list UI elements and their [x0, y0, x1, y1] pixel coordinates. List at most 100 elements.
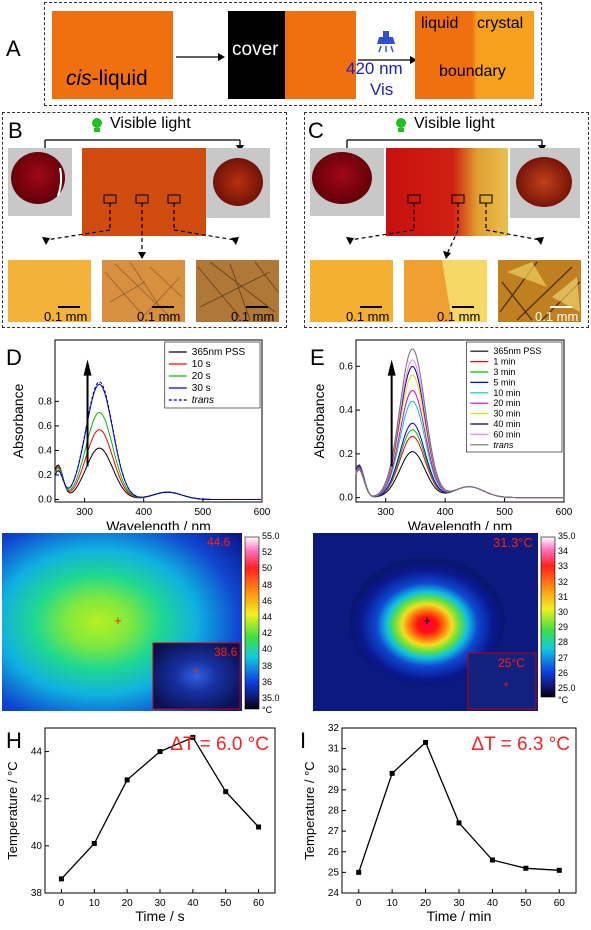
- panel-label-i: I: [300, 728, 307, 753]
- delta-t-annotation: ΔT = 6.0 °C: [170, 734, 269, 755]
- colorbar-tick-label: 33: [558, 561, 569, 572]
- panel-b-frame: [2, 112, 287, 328]
- cis-liquid-label: cis-liquid: [66, 67, 148, 90]
- x-axis-label: Wavelength / nm: [408, 518, 513, 530]
- y-tick-label: 42: [31, 794, 43, 805]
- scale-bar-c-1: 0.1 mm: [346, 309, 390, 324]
- colorbar-tick-label: 28: [558, 637, 569, 648]
- arrow-right-2: [358, 52, 418, 70]
- scale-bar-c-3: 0.1 mm: [535, 309, 579, 324]
- scale-bar-c-2: 0.1 mm: [437, 309, 481, 324]
- legend-box: [466, 341, 563, 453]
- colorbar-tick-label: 42: [262, 628, 273, 639]
- wavelength-label: 420 nm: [346, 59, 403, 78]
- series-line: [60, 736, 260, 880]
- colorbar-tick-label: 35.0: [262, 693, 280, 703]
- y-tick-label: 0.8: [38, 396, 52, 407]
- colorbar-tick-label: 35.0: [558, 531, 576, 541]
- arrow-right-1: [176, 49, 226, 67]
- x-tick-label: 500: [195, 507, 212, 518]
- y-tick-label: 38: [31, 888, 43, 899]
- cis-liquid-box: cis-liquid: [52, 11, 173, 99]
- x-tick-label: 40: [487, 898, 499, 909]
- panel-label-a: A: [6, 36, 21, 61]
- y-tick-label: 40: [31, 841, 43, 852]
- colorbar-tick-label: 34: [558, 546, 569, 557]
- legend-label: trans: [493, 440, 514, 450]
- series-line-9: [355, 348, 563, 499]
- colorbar-tick-label: 44: [262, 612, 273, 622]
- x-tick-label: 300: [76, 507, 93, 518]
- colorbar-tick-label: °C: [558, 695, 569, 705]
- colorbar-tick-label: 46: [262, 595, 273, 606]
- panel-label-e: E: [310, 345, 325, 370]
- cover-label: cover: [232, 39, 279, 60]
- colorbar-tick-label: 26: [558, 667, 569, 678]
- y-tick-label: 24: [328, 888, 340, 899]
- thermal-g-readout: 31.3°C: [493, 535, 533, 550]
- y-tick-label: 0.6: [339, 361, 353, 372]
- visible-light-label-b: Visible light: [110, 115, 191, 132]
- x-tick-label: 10: [89, 898, 101, 909]
- boundary-label: boundary: [439, 63, 506, 80]
- panel-c-frame: [304, 112, 589, 328]
- x-tick-label: 0: [59, 898, 65, 909]
- legend-label: 30 s: [192, 383, 211, 394]
- scale-bar-b-1: 0.1 mm: [44, 309, 88, 324]
- data-point: [389, 770, 395, 776]
- data-point: [556, 867, 562, 873]
- x-axis-label: Time / s: [135, 908, 184, 924]
- panel-label-b: B: [8, 118, 23, 143]
- data-point: [124, 777, 130, 783]
- y-tick-label: 30: [328, 764, 340, 775]
- legend-label: 20 min: [493, 398, 520, 408]
- legend-label: 40 min: [493, 419, 520, 429]
- y-tick-label: 0.2: [339, 449, 353, 460]
- thermal-image-g: + +: [313, 533, 556, 711]
- data-point: [223, 789, 229, 795]
- colorbar-tick-label: 38: [262, 660, 273, 671]
- thermal-image-f: + +: [2, 533, 260, 711]
- data-point: [256, 824, 262, 830]
- x-tick-label: 50: [220, 898, 232, 909]
- legend-label: 5 min: [493, 377, 515, 387]
- lamp-icon: [376, 31, 396, 58]
- result-sample: liquid crystal boundary: [415, 11, 534, 99]
- legend-label: 1 min: [493, 357, 515, 367]
- x-tick-label: 300: [377, 507, 394, 518]
- y-axis-label: Absorbance: [311, 383, 327, 458]
- plot-frame: [355, 339, 565, 503]
- x-tick-label: 400: [135, 507, 152, 518]
- y-tick-label: 27: [328, 826, 340, 837]
- chart-i: 0 10 20 30 40 50 60 24 25 26 27 28 29 30 31 32 Time / mi…: [302, 723, 577, 924]
- colorbar-tick-label: 52: [262, 547, 273, 558]
- x-tick-label: 50: [520, 898, 532, 909]
- legend-label: 10 min: [493, 388, 520, 398]
- bulb-icon-b: [92, 118, 102, 132]
- colorbar-tick-label: 27: [558, 652, 569, 663]
- panel-label-d: D: [6, 345, 22, 370]
- y-tick-label: 28: [328, 806, 340, 817]
- legend-label: 30 min: [493, 409, 520, 419]
- thermal-f-readout: 44.6: [207, 535, 231, 549]
- legend-box: [164, 341, 261, 409]
- panel-label-h: H: [6, 728, 22, 753]
- thermal-g-inset-readout: 25°C: [498, 656, 525, 670]
- y-tick-label: 0.2: [38, 470, 52, 481]
- x-axis-label: Time / min: [427, 908, 492, 924]
- x-tick-label: 20: [122, 898, 134, 909]
- series-line-1: [54, 429, 261, 500]
- x-tick-label: 30: [453, 898, 465, 909]
- exposed-area: [285, 11, 356, 99]
- x-tick-label: 0: [356, 898, 362, 909]
- data-point: [58, 876, 64, 882]
- y-tick-label: 31: [328, 744, 340, 755]
- series-line-0: [54, 447, 261, 500]
- data-point: [91, 841, 97, 846]
- series-line-0: [355, 451, 563, 499]
- colorbar-tick-label: 30: [558, 607, 569, 617]
- photo-b-film: [82, 148, 206, 236]
- micro-b-1: [8, 260, 91, 322]
- visible-light-label-c: Visible light: [414, 115, 495, 132]
- colorbar-tick-label: 29: [558, 622, 569, 633]
